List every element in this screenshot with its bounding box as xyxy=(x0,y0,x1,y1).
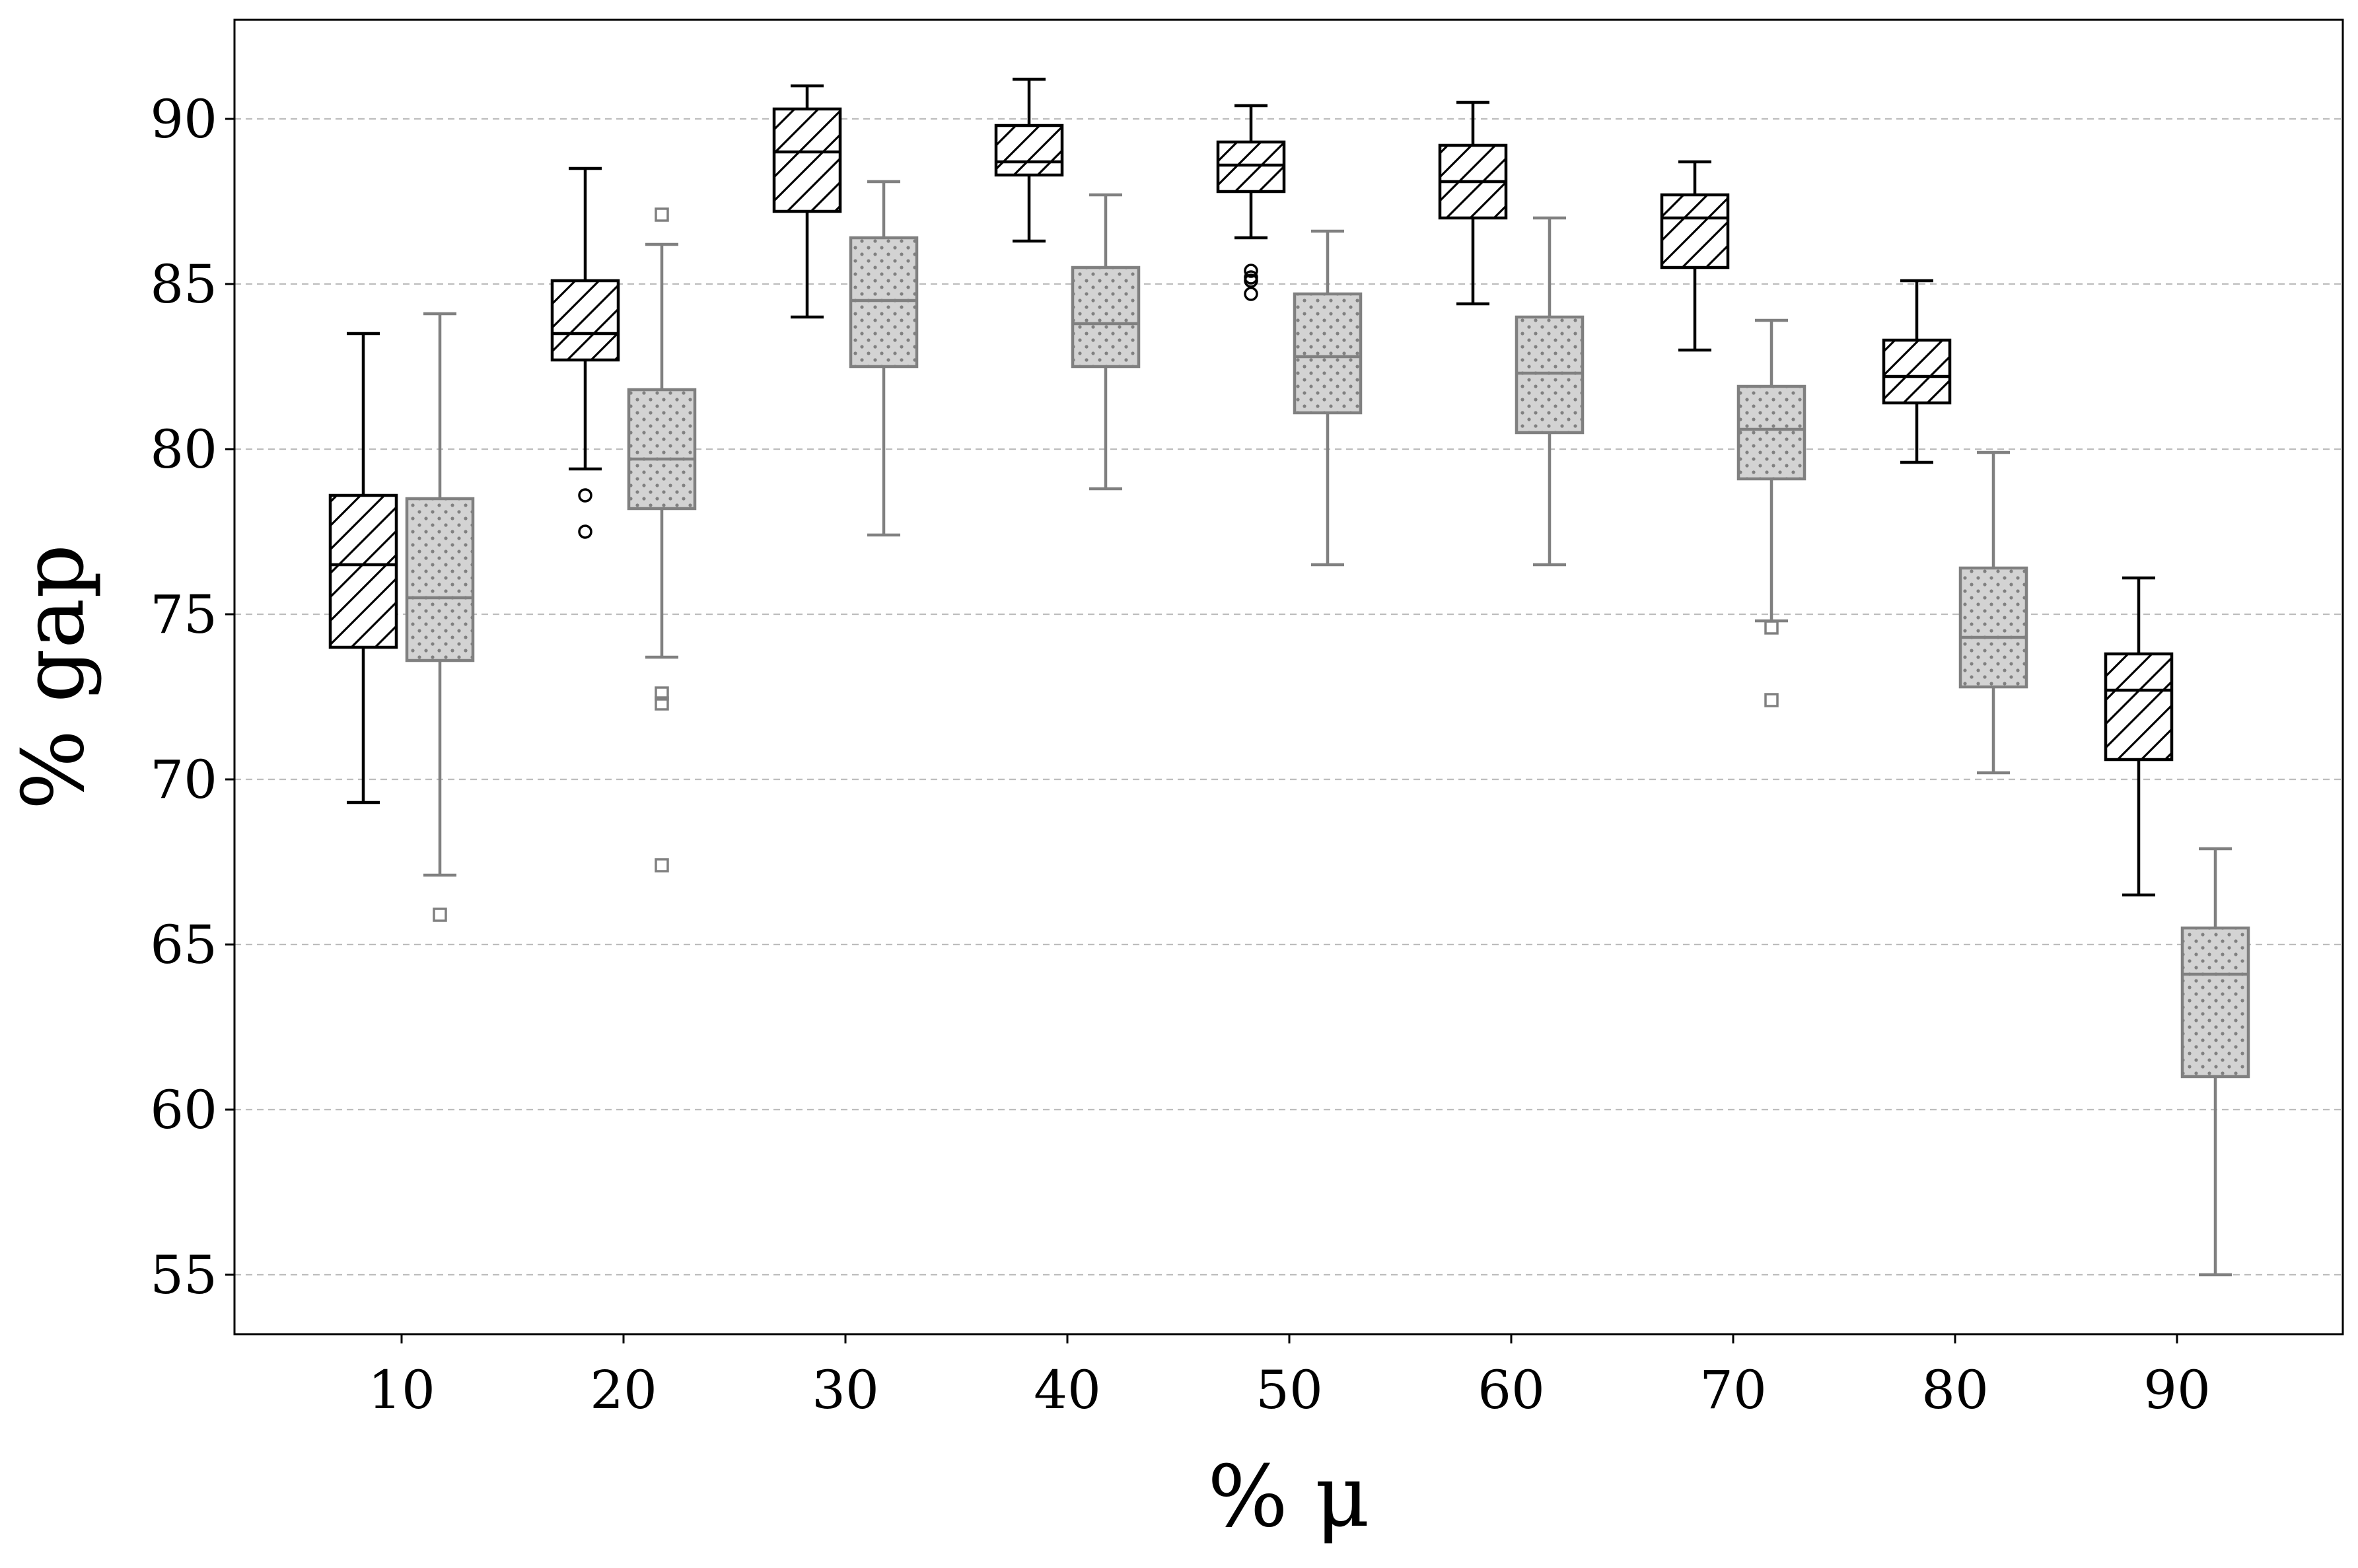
box-body-series-a-80 xyxy=(1882,338,1952,405)
outlier-series-a-50-0 xyxy=(1244,264,1258,278)
box-body-series-a-50 xyxy=(1216,140,1286,194)
box-body-series-a-40 xyxy=(994,124,1064,177)
outlier-series-b-20-1 xyxy=(655,686,669,701)
x-tick-label-80: 80 xyxy=(1921,1359,1989,1421)
box-series-a-90 xyxy=(2104,576,2174,897)
box-series-a-30 xyxy=(772,84,842,319)
box-series-a-60 xyxy=(1438,100,1508,306)
outlier-series-a-50-2 xyxy=(1244,273,1258,288)
series-series-a xyxy=(328,77,2174,897)
box-series-a-70 xyxy=(1660,160,1730,352)
box-body-series-b-90 xyxy=(2180,926,2250,1079)
box-series-b-70 xyxy=(1736,318,1806,707)
y-tick-label-90: 90 xyxy=(150,89,217,150)
outlier-series-b-20-3 xyxy=(655,858,669,873)
series-layer xyxy=(328,77,2250,1277)
box-body-series-a-70 xyxy=(1660,193,1730,269)
box-series-a-20 xyxy=(550,166,620,539)
outlier-series-b-20-2 xyxy=(655,696,669,711)
box-body-series-a-30 xyxy=(772,107,842,213)
outlier-series-b-70-1 xyxy=(1764,693,1779,707)
box-series-b-40 xyxy=(1071,193,1141,491)
box-body-series-b-10 xyxy=(405,497,475,662)
y-tick-label-70: 70 xyxy=(150,749,217,810)
box-body-series-b-30 xyxy=(849,236,919,369)
box-body-series-b-40 xyxy=(1071,266,1141,369)
series-series-b xyxy=(405,180,2250,1277)
y-axis-title: % gap xyxy=(5,544,103,810)
box-series-b-60 xyxy=(1515,216,1585,567)
box-series-b-10 xyxy=(405,312,475,922)
box-body-series-a-90 xyxy=(2104,652,2174,762)
x-tick-label-20: 20 xyxy=(590,1359,657,1421)
box-series-b-80 xyxy=(1958,450,2028,775)
box-body-series-b-80 xyxy=(1958,566,2028,689)
box-series-b-90 xyxy=(2180,847,2250,1277)
box-series-a-80 xyxy=(1882,279,1952,464)
box-body-series-a-10 xyxy=(328,493,398,649)
outlier-series-a-50-3 xyxy=(1244,287,1258,301)
box-body-series-b-20 xyxy=(627,388,697,511)
outlier-series-b-10-0 xyxy=(433,908,447,922)
box-series-a-50 xyxy=(1216,104,1286,301)
x-axis-title: % μ xyxy=(1207,1448,1370,1546)
x-tick-label-50: 50 xyxy=(1256,1359,1323,1421)
box-series-a-40 xyxy=(994,77,1064,243)
outlier-series-b-20-0 xyxy=(655,207,669,222)
y-tick-label-75: 75 xyxy=(150,584,217,645)
tick-layer: 55 60 65 70 75 80 85 90 10 20 30 40 50 60 70 80 90 xyxy=(150,89,2211,1421)
x-tick-label-40: 40 xyxy=(1034,1359,1101,1421)
x-tick-label-60: 60 xyxy=(1478,1359,1545,1421)
box-body-series-b-70 xyxy=(1736,384,1806,481)
y-tick-label-80: 80 xyxy=(150,419,217,480)
x-tick-label-30: 30 xyxy=(812,1359,879,1421)
x-tick-label-70: 70 xyxy=(1699,1359,1767,1421)
box-body-series-b-60 xyxy=(1515,315,1585,435)
y-tick-label-55: 55 xyxy=(150,1244,217,1306)
box-series-b-50 xyxy=(1293,229,1363,567)
box-series-b-20 xyxy=(627,207,697,873)
outlier-series-b-70-0 xyxy=(1764,620,1779,635)
box-body-series-b-50 xyxy=(1293,292,1363,415)
box-series-b-30 xyxy=(849,180,919,537)
box-series-a-10 xyxy=(328,332,398,804)
y-tick-label-65: 65 xyxy=(150,914,217,976)
x-tick-label-10: 10 xyxy=(368,1359,435,1421)
y-tick-label-85: 85 xyxy=(150,254,217,315)
outlier-series-a-20-0 xyxy=(578,488,592,503)
box-body-series-a-20 xyxy=(550,279,620,362)
y-tick-label-60: 60 xyxy=(150,1079,217,1141)
x-tick-label-90: 90 xyxy=(2143,1359,2211,1421)
outlier-series-a-20-1 xyxy=(578,524,592,539)
